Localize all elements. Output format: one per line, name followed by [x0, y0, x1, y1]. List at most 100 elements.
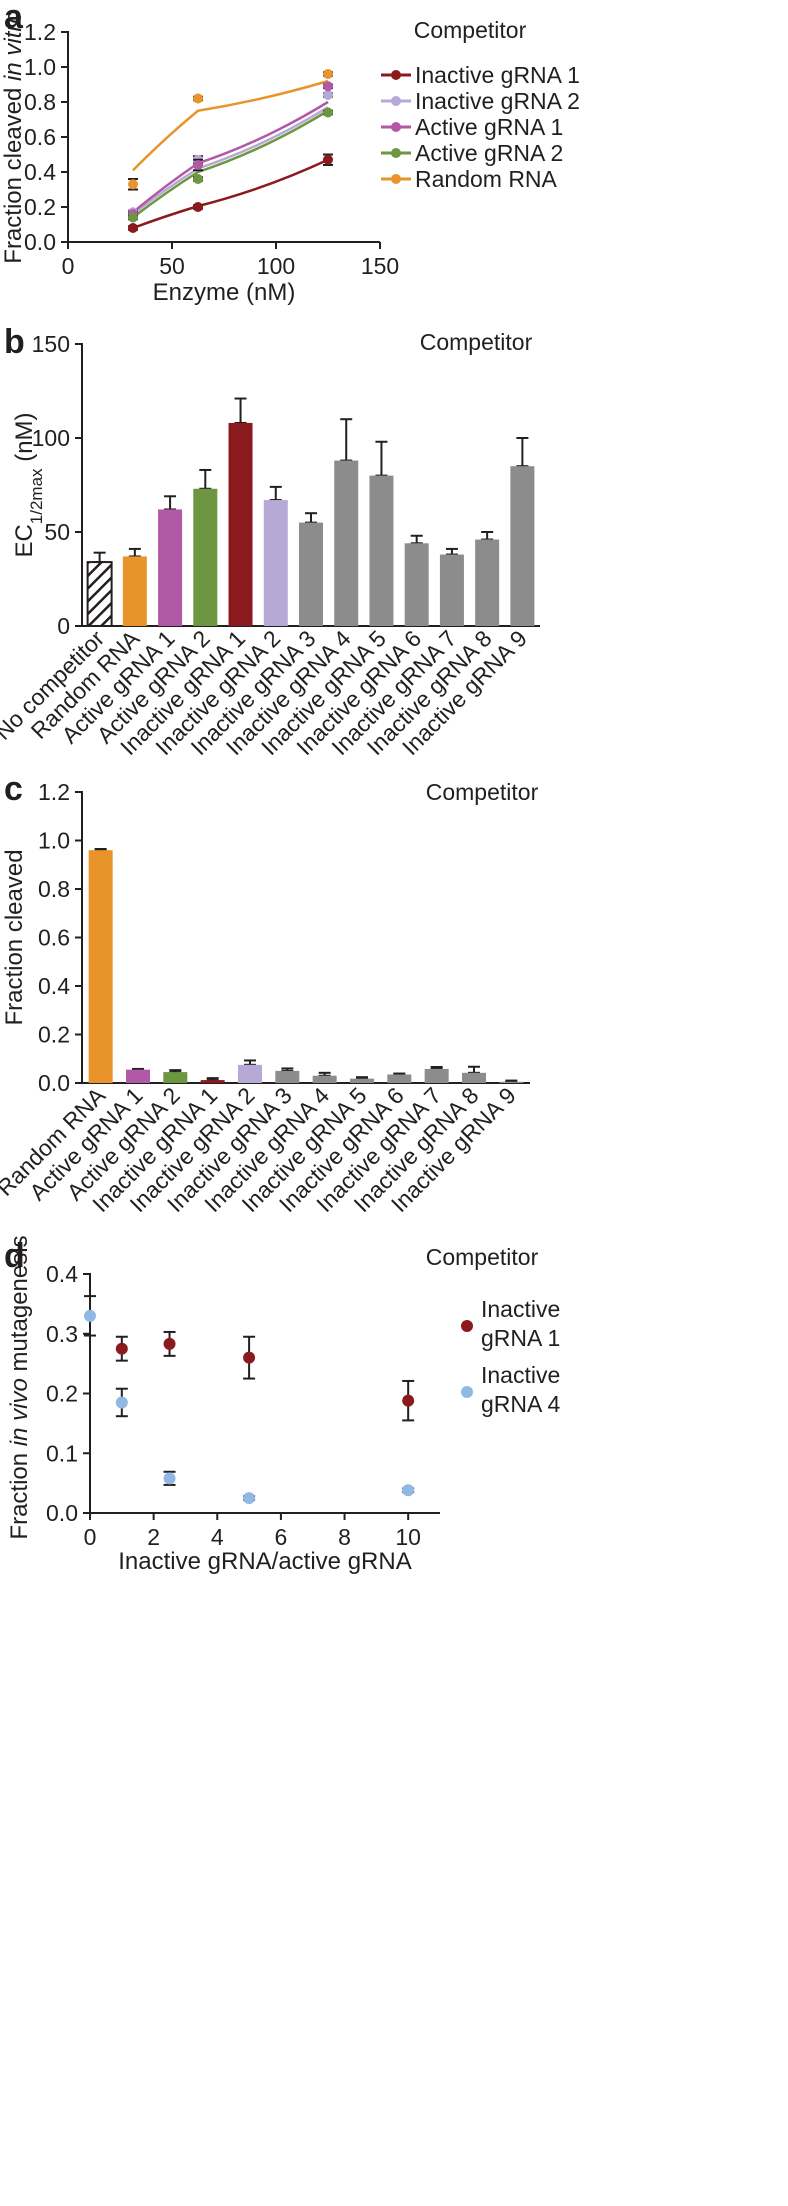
panel-b-bar: [228, 422, 253, 626]
panel-d-data-point: [115, 1342, 128, 1355]
panel-a-legend-label: Active gRNA 2: [415, 140, 563, 166]
panel-c-y-axis-label: Fraction cleaved: [1, 849, 28, 1025]
panel-d-data-point: [115, 1396, 128, 1409]
panel-b-bar: [86, 561, 113, 628]
panel-a-legend-title: Competitor: [414, 17, 527, 43]
panel-b-bar: [439, 554, 464, 626]
panel-c-y-tick-label: 1.0: [38, 828, 70, 854]
panel-a-chart: a 0.0 0.2 0.4 0.6 0.8 1.0 1.2 0 50 100 150 Enzyme (n…: [0, 0, 580, 306]
panel-a-y-tick-label: 0.4: [24, 159, 56, 185]
panel-b-letter: b: [4, 323, 25, 361]
panel-a-y-tick-label: 1.2: [24, 19, 56, 45]
panel-d-y-tick-label: 0.3: [46, 1321, 78, 1347]
panel-c-y-tick-label: 1.2: [38, 779, 70, 805]
panel-b-bar: [475, 539, 500, 626]
panel-c-legend-title: Competitor: [426, 779, 539, 805]
panel-c-bar: [462, 1072, 486, 1083]
panel-a-y-tick-label: 0.8: [24, 89, 56, 115]
panel-c-bar: [424, 1068, 449, 1083]
panel-a-legend-label: Random RNA: [415, 166, 558, 192]
panel-a-legend-marker: [391, 96, 401, 106]
panel-d-legend-label: gRNA 1: [481, 1325, 560, 1351]
panel-c-y-tick-label: 0.8: [38, 876, 70, 902]
panel-b-y-tick-label: 150: [32, 331, 70, 357]
panel-c-bar: [238, 1064, 262, 1083]
panel-c-y-tick-label: 0.4: [38, 973, 70, 999]
panel-c-bar: [126, 1069, 150, 1083]
panel-a-data-point: [323, 90, 333, 100]
panel-d-data-point: [402, 1394, 415, 1407]
panel-b-y-tick-label: 100: [32, 425, 70, 451]
panel-a-data-point: [193, 202, 203, 212]
panel-c-bar: [350, 1078, 374, 1083]
panel-d-y-tick-label: 0.4: [46, 1261, 78, 1287]
panel-a-letter: a: [4, 0, 24, 36]
panel-c-bar: [499, 1081, 524, 1083]
panel-a-data-point: [323, 107, 333, 118]
panel-a-legend-marker: [391, 148, 401, 158]
panel-c-y-tick-label: 0.0: [38, 1070, 70, 1096]
panel-d-y-axis-label: Fraction in vivo mutagenesis: [6, 1235, 33, 1539]
panel-a-legend-label: Active gRNA 1: [415, 114, 563, 140]
panel-c-letter: c: [4, 770, 23, 808]
panel-d-legend-title: Competitor: [426, 1244, 539, 1270]
panel-a-legend-label: Inactive gRNA 1: [415, 62, 580, 88]
panel-d-data-point: [243, 1351, 256, 1364]
panel-a-data-point: [323, 69, 333, 79]
panel-a-y-tick-label: 0.6: [24, 124, 56, 150]
panel-a-data-point: [193, 174, 203, 184]
panel-a-x-tick-label: 0: [62, 253, 75, 279]
panel-a-x-tick-label: 150: [361, 253, 399, 279]
panel-c-bar: [387, 1074, 412, 1083]
panel-a-fit-curve: [132, 106, 329, 215]
panel-b-bar: [122, 556, 147, 626]
panel-c-bar: [312, 1075, 337, 1083]
panel-b-y-axis-label: EC1/2max (nM): [11, 412, 46, 557]
panel-d-y-axis-label-italic: in vivo: [6, 1378, 33, 1446]
panel-d-data-point: [402, 1484, 415, 1497]
panel-a-fit-curve: [132, 158, 329, 230]
panel-c-y-tick-label: 0.6: [38, 925, 70, 951]
panel-b-bar: [369, 475, 394, 626]
panel-d-x-tick-label: 10: [395, 1524, 421, 1550]
panel-d-data-point: [243, 1492, 256, 1505]
panel-a-x-tick-label: 50: [159, 253, 185, 279]
panel-d-x-tick-label: 8: [338, 1524, 351, 1550]
panel-b-bar: [158, 509, 183, 626]
panel-b-y-tick-label: 50: [44, 519, 70, 545]
panel-d-x-tick-label: 2: [147, 1524, 160, 1550]
panel-b-bar: [193, 488, 218, 626]
panel-d-legend-label: Inactive: [481, 1296, 560, 1322]
panel-c-bar: [163, 1072, 188, 1083]
panel-c-y-tick-label: 0.2: [38, 1022, 70, 1048]
panel-a-data-point: [193, 160, 203, 170]
panel-d-y-axis-label-after: mutagenesis: [6, 1235, 33, 1378]
panel-a-y-axis-label: Fraction cleaved in vitro: [0, 10, 27, 263]
panel-a-y-axis-label-plain: Fraction cleaved: [0, 81, 27, 264]
panel-a-legend-marker: [391, 122, 401, 132]
panel-b-y-axis-label-unit: (nM): [11, 412, 38, 468]
panel-b-bar: [299, 522, 323, 626]
panel-a-fit-curve: [132, 109, 329, 219]
panel-d-legend-marker: [461, 1320, 473, 1332]
panel-a-x-axis-label: Enzyme (nM): [153, 279, 296, 306]
panel-b-bar: [510, 466, 535, 626]
panel-c-bar: [200, 1080, 225, 1083]
panel-d-data-point: [163, 1337, 176, 1350]
panel-d-data-point: [84, 1309, 96, 1322]
panel-d-x-tick-label: 6: [275, 1524, 288, 1550]
panel-b-bar: [404, 543, 429, 626]
panel-a-y-axis-label-italic: in vitro: [0, 10, 27, 81]
panel-d-y-tick-label: 0.2: [46, 1381, 78, 1407]
panel-d-legend-label: Inactive: [481, 1362, 560, 1388]
panel-d-x-tick-label: 4: [211, 1524, 224, 1550]
panel-d-y-axis-label-before: Fraction: [6, 1446, 33, 1539]
panel-d-y-tick-label: 0.0: [46, 1500, 78, 1526]
panel-d-legend-marker: [461, 1386, 473, 1398]
panel-d-letter: d: [4, 1237, 25, 1275]
panel-c-bar: [275, 1070, 300, 1083]
panel-d-data-point: [163, 1472, 176, 1485]
